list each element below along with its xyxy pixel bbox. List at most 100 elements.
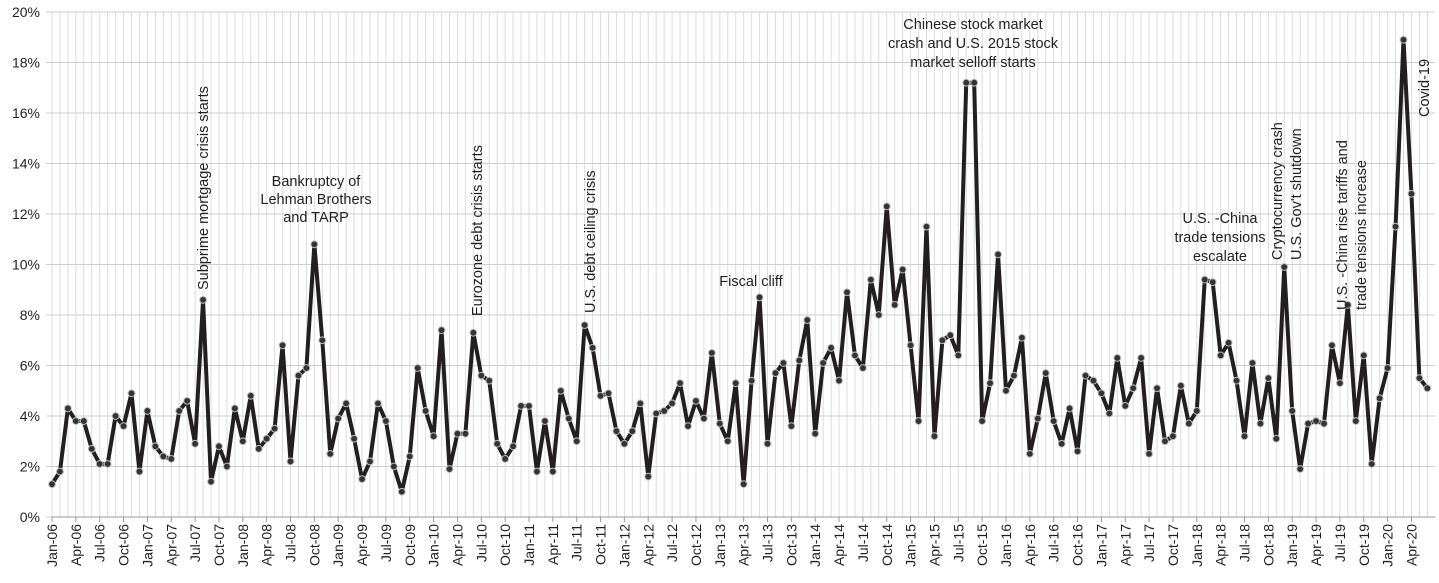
data-point: [207, 477, 215, 486]
data-point: [48, 480, 56, 489]
data-point: [1248, 359, 1257, 367]
data-point: [215, 442, 223, 451]
x-tick-label: Oct-19: [1356, 524, 1372, 566]
data-point: [707, 348, 716, 357]
data-point: [1137, 354, 1146, 362]
data-point: [453, 429, 462, 438]
data-point: [779, 359, 788, 367]
data-point: [421, 407, 430, 415]
data-point: [87, 444, 96, 453]
y-tick-label: 20%: [12, 4, 40, 20]
data-point: [1320, 419, 1328, 428]
x-tick-label: Oct-12: [688, 524, 704, 566]
data-point: [1145, 449, 1153, 458]
data-point: [644, 472, 653, 481]
data-point: [811, 429, 820, 438]
x-tick-label: Oct-16: [1070, 524, 1086, 566]
data-point: [326, 449, 335, 458]
data-point: [294, 371, 303, 380]
data-point: [548, 467, 557, 476]
data-point: [262, 434, 271, 443]
data-point: [1343, 301, 1352, 309]
data-point: [1280, 263, 1289, 271]
x-tick-label: Jul-10: [473, 524, 489, 562]
x-tick-label: Oct-15: [974, 524, 990, 566]
data-point: [397, 487, 406, 496]
data-point: [723, 437, 732, 446]
data-point: [1113, 354, 1122, 362]
data-point: [763, 439, 772, 448]
x-tick-label: Jan-14: [807, 524, 823, 567]
data-point: [1200, 275, 1209, 284]
data-point: [1328, 341, 1336, 350]
x-tick-label: Oct-10: [497, 524, 513, 566]
y-tick-label: 14%: [12, 156, 40, 172]
x-tick-label: Jan-17: [1093, 524, 1109, 567]
x-tick-label: Jul-12: [664, 524, 680, 562]
data-point: [580, 321, 589, 330]
data-point: [572, 437, 581, 446]
data-point: [1153, 384, 1161, 393]
data-point: [1097, 389, 1106, 398]
data-point: [1025, 449, 1034, 458]
data-point: [588, 343, 597, 352]
data-point: [1224, 338, 1233, 347]
data-point: [318, 336, 327, 345]
x-tick-label: Jan-18: [1189, 524, 1205, 567]
data-point: [692, 396, 700, 405]
x-tick-label: Jul-17: [1141, 524, 1157, 562]
data-point: [866, 275, 875, 284]
data-point: [1232, 376, 1241, 385]
x-tick-label: Jul-19: [1332, 524, 1348, 562]
x-tick-label: Jan-09: [330, 524, 346, 567]
data-point: [1423, 384, 1432, 393]
data-point: [1105, 409, 1114, 418]
x-tick-label: Apr-08: [259, 524, 275, 566]
x-tick-label: Apr-13: [736, 524, 752, 566]
annotation: trade tensions increase: [1354, 160, 1370, 310]
y-tick-label: 6%: [20, 358, 40, 374]
data-point: [1033, 414, 1042, 423]
x-tick-label: Jul-06: [92, 524, 108, 562]
data-point: [1399, 35, 1408, 44]
data-point: [739, 480, 748, 489]
data-point: [859, 364, 867, 372]
annotation: Lehman Brothers: [260, 192, 371, 208]
x-tick-label: Jul-16: [1046, 524, 1062, 562]
data-point: [986, 379, 994, 388]
x-tick-label: Jan-11: [521, 524, 537, 566]
data-point: [564, 414, 573, 423]
data-point: [612, 427, 621, 436]
x-tick-label: Oct-13: [783, 524, 799, 566]
data-point: [1057, 439, 1066, 448]
data-point: [103, 460, 112, 468]
x-tick-label: Jul-14: [855, 524, 871, 562]
annotation: escalate: [1193, 249, 1247, 265]
y-tick-label: 10%: [12, 257, 40, 273]
x-tick-label: Apr-10: [449, 524, 465, 566]
data-point: [890, 301, 899, 309]
data-point: [954, 351, 963, 360]
data-point: [509, 442, 517, 451]
x-tick-label: Oct-11: [593, 524, 609, 565]
data-point: [461, 429, 470, 438]
data-point: [254, 444, 263, 453]
x-tick-label: Apr-12: [640, 524, 656, 566]
y-tick-label: 8%: [20, 307, 40, 323]
annotation: U.S. Gov't shutdown: [1289, 128, 1305, 260]
data-point: [731, 379, 740, 388]
data-point: [1073, 447, 1082, 456]
data-point: [541, 417, 549, 425]
data-point: [119, 422, 128, 431]
x-tick-label: Jul-08: [283, 524, 299, 562]
data-point: [914, 417, 923, 425]
data-point: [1002, 386, 1010, 395]
data-point: [962, 78, 971, 87]
data-point: [246, 391, 255, 400]
data-point: [668, 399, 676, 408]
data-point: [660, 407, 669, 415]
data-point: [350, 434, 359, 443]
data-point: [445, 465, 454, 473]
annotation: trade tensions: [1174, 230, 1265, 246]
x-tick-label: Jan-06: [44, 524, 60, 567]
